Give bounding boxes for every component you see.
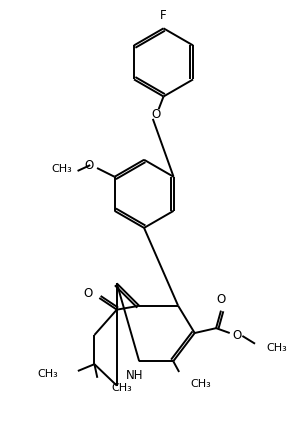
Text: O: O [84, 159, 93, 172]
Text: NH: NH [126, 369, 143, 382]
Text: CH₃: CH₃ [38, 369, 58, 379]
Text: O: O [151, 108, 160, 121]
Text: O: O [232, 329, 241, 342]
Text: F: F [160, 9, 167, 22]
Text: CH₃: CH₃ [267, 343, 287, 353]
Text: CH₃: CH₃ [191, 379, 211, 389]
Text: O: O [83, 287, 93, 300]
Text: CH₃: CH₃ [51, 164, 72, 174]
Text: CH₃: CH₃ [111, 383, 132, 392]
Text: O: O [216, 293, 226, 306]
